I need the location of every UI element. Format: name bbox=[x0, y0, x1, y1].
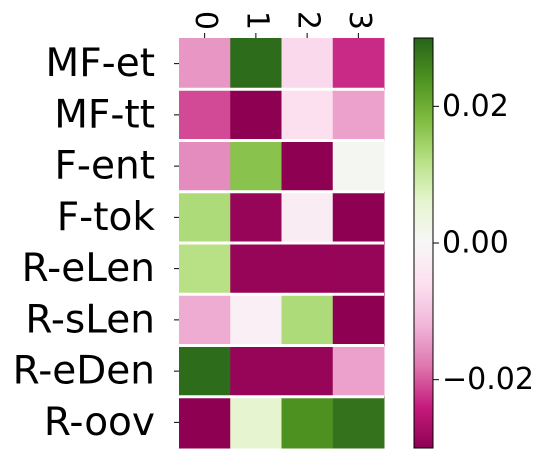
row-tick-label: F-tok bbox=[57, 195, 156, 240]
heatmap-cell-MF-tt-3 bbox=[332, 89, 385, 141]
heatmap-cell-R-eLen-3 bbox=[332, 243, 385, 295]
colorbar-tick-label: −0.02 bbox=[442, 362, 534, 397]
heatmap-cell-R-sLen-2 bbox=[281, 294, 334, 346]
row-separators bbox=[179, 87, 384, 399]
heatmap-cell-MF-et-1 bbox=[230, 38, 282, 90]
row-separator bbox=[179, 241, 384, 245]
row-tick-label: MF-tt bbox=[54, 92, 155, 137]
row-tick-label: R-eDen bbox=[13, 349, 155, 394]
row-tick-label: F-ent bbox=[54, 144, 155, 189]
heatmap-cell-R-eDen-3 bbox=[332, 345, 385, 398]
colorbar-tick-label: 0.00 bbox=[442, 226, 509, 261]
column-tick-label: 0 bbox=[188, 11, 223, 30]
heatmap-cell-MF-tt-2 bbox=[281, 89, 334, 141]
column-tick-label: 2 bbox=[291, 11, 326, 30]
heatmap-cell-R-sLen-0 bbox=[179, 294, 231, 346]
heatmap-cell-R-eDen-0 bbox=[179, 345, 231, 398]
colorbar-gradient bbox=[413, 37, 434, 449]
heatmap-cell-F-tok-2 bbox=[281, 191, 334, 244]
row-tick-label: MF-et bbox=[46, 41, 155, 86]
heatmap-cell-MF-et-3 bbox=[332, 38, 385, 90]
heatmap-cell-MF-et-0 bbox=[179, 38, 231, 90]
column-tick-label: 3 bbox=[342, 11, 377, 30]
row-separator bbox=[179, 292, 384, 296]
heatmap-cell-R-oov-2 bbox=[281, 396, 334, 449]
heatmap-cell-R-eDen-1 bbox=[230, 345, 282, 398]
heatmap-cell-R-oov-0 bbox=[179, 396, 231, 449]
heatmap-cell-MF-et-2 bbox=[281, 38, 334, 90]
row-tick-label: R-sLen bbox=[25, 297, 155, 342]
heatmap-cell-R-eDen-2 bbox=[281, 345, 334, 398]
row-separator bbox=[179, 190, 384, 194]
heatmap-cell-F-ent-1 bbox=[230, 140, 282, 193]
heatmap-cell-F-ent-2 bbox=[281, 140, 334, 193]
heatmap-cell-R-eLen-2 bbox=[281, 243, 334, 295]
row-tick-label: R-oov bbox=[44, 400, 155, 445]
colorbar: 0.02 0.00 −0.02 bbox=[413, 37, 534, 449]
column-tick-label: 1 bbox=[239, 11, 274, 30]
heatmap-cell-R-sLen-3 bbox=[332, 294, 385, 346]
heatmap-cell-MF-tt-0 bbox=[179, 89, 231, 141]
colorbar-tick-label: 0.02 bbox=[442, 89, 509, 124]
row-separator bbox=[179, 139, 384, 142]
heatmap-cell-F-ent-0 bbox=[179, 140, 231, 193]
row-tick-labels: MF-et MF-tt F-ent F-tok R-eLen R-sLen R-eDen R-… bbox=[13, 41, 179, 445]
heatmap-cell-R-oov-1 bbox=[230, 396, 282, 449]
row-separator bbox=[179, 395, 384, 399]
row-separator bbox=[179, 344, 384, 347]
heatmap-cell-R-eLen-1 bbox=[230, 243, 282, 295]
heatmap-cell-F-tok-1 bbox=[230, 191, 282, 244]
heatmap-cell-R-oov-3 bbox=[332, 396, 385, 449]
heatmap-cell-F-tok-3 bbox=[332, 191, 385, 244]
row-separator bbox=[179, 87, 384, 91]
row-tick-label: R-eLen bbox=[22, 246, 155, 291]
heatmap-cell-F-tok-0 bbox=[179, 191, 231, 244]
heatmap-cell-F-ent-3 bbox=[332, 140, 385, 193]
heatmap-cell-R-eLen-0 bbox=[179, 243, 231, 295]
heatmap-cells bbox=[179, 38, 385, 449]
heatmap-cell-R-sLen-1 bbox=[230, 294, 282, 346]
heatmap-cell-MF-tt-1 bbox=[230, 89, 282, 141]
